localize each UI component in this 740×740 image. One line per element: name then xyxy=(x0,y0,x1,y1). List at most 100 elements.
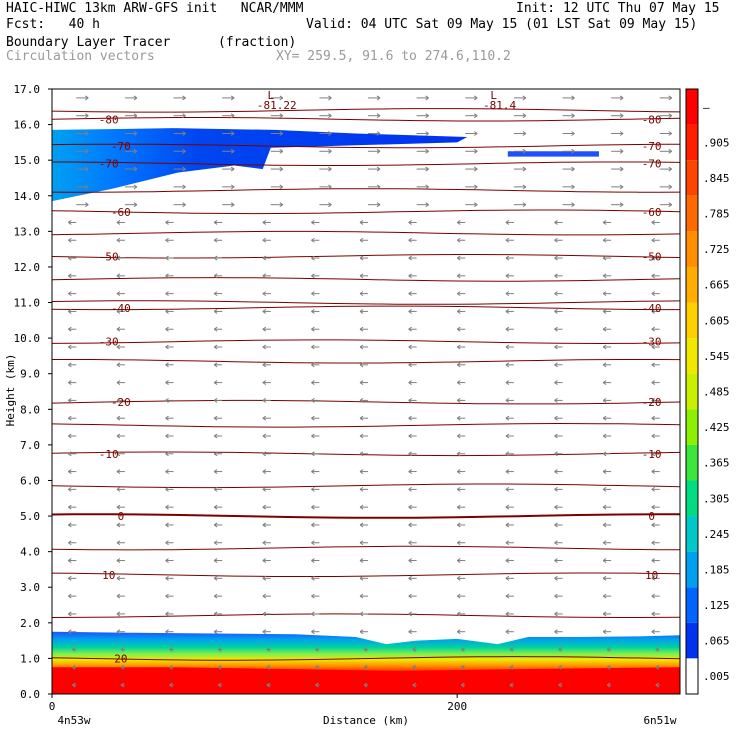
circulation-vector-head xyxy=(456,309,461,314)
circulation-vector-head xyxy=(182,95,186,101)
circulation-vector-head xyxy=(456,558,461,563)
contour-label: -70 xyxy=(642,140,662,153)
colorbar-label: – xyxy=(703,101,710,114)
circulation-vector-head xyxy=(376,184,381,190)
circulation-vector-head xyxy=(473,95,478,101)
circulation-vector-head xyxy=(165,558,169,563)
circulation-vector-head xyxy=(505,380,510,386)
circulation-vector-head xyxy=(116,255,121,261)
upper-tracer-strip-fill xyxy=(507,151,599,157)
circulation-vector-head xyxy=(359,415,364,421)
circulation-vector-head xyxy=(68,273,72,279)
circulation-vector-head xyxy=(505,220,510,225)
temperature-contour xyxy=(52,209,680,215)
circulation-vector-head xyxy=(651,291,656,297)
circulation-vector-head xyxy=(213,344,218,350)
circulation-vector-head xyxy=(554,522,558,528)
contour-label: -60 xyxy=(642,206,662,219)
circulation-vector-head xyxy=(668,202,673,208)
colorbar-segment xyxy=(686,302,698,339)
circulation-vector-head xyxy=(311,397,315,403)
circulation-vector-head xyxy=(651,540,656,546)
circulation-vector-head xyxy=(68,309,72,314)
circulation-vector-head xyxy=(425,184,429,190)
colorbar-segment xyxy=(686,338,698,374)
circulation-vector-head xyxy=(262,558,267,563)
circulation-vector-head xyxy=(262,362,267,368)
circulation-vector-head xyxy=(116,451,121,457)
circulation-vector-head xyxy=(602,575,607,581)
y-tick-label: 16.0 xyxy=(14,119,41,132)
circulation-vector-head xyxy=(571,95,575,101)
circulation-vector-head xyxy=(165,575,169,581)
contour-label: -30 xyxy=(99,336,119,349)
circulation-vector-head xyxy=(359,451,364,457)
circulation-vector-head xyxy=(68,326,72,332)
colorbar-label: .065 xyxy=(703,635,730,648)
y-tick-label: 2.0 xyxy=(20,617,40,630)
low-marker: L xyxy=(267,89,274,102)
circulation-vector-head xyxy=(213,611,218,617)
circulation-vector-head xyxy=(116,237,121,243)
circulation-vector-head xyxy=(68,469,72,474)
circulation-vector-head xyxy=(262,380,267,386)
circulation-vector-head xyxy=(165,433,169,439)
colorbar-label: .785 xyxy=(703,208,730,221)
colorbar-label: .425 xyxy=(703,421,730,434)
circulation-vector-head xyxy=(213,593,218,599)
circulation-vector-head xyxy=(182,148,186,154)
circulation-vector-head xyxy=(554,611,558,617)
colorbar-segment xyxy=(686,587,698,623)
circulation-vector-head xyxy=(651,486,656,492)
circulation-vector-head xyxy=(408,291,412,297)
circulation-vector-head xyxy=(359,397,364,403)
circulation-vector-head xyxy=(68,522,72,528)
circulation-vector-head xyxy=(408,326,412,332)
colorbar-segment xyxy=(686,551,698,588)
circulation-vector-head xyxy=(359,522,364,528)
circulation-vector-head xyxy=(213,486,218,492)
colorbar-label: .005 xyxy=(703,670,730,683)
circulation-vector-head xyxy=(230,166,235,172)
circulation-vector-head xyxy=(165,380,169,386)
circulation-vector-head xyxy=(602,433,607,439)
circulation-vector-head xyxy=(602,522,607,528)
y-tick-label: 14.0 xyxy=(14,190,41,203)
contour-label: -50 xyxy=(642,250,662,263)
circulation-vector-head xyxy=(262,522,267,528)
contour-label: -30 xyxy=(642,336,662,349)
circulation-vector-head xyxy=(408,504,412,510)
circulation-vector-head xyxy=(668,166,673,172)
circulation-vector-head xyxy=(619,202,624,208)
colorbar-segment xyxy=(686,195,698,232)
circulation-vector-head xyxy=(311,326,315,332)
circulation-vector-head xyxy=(116,291,121,297)
circulation-vector-head xyxy=(651,433,656,439)
circulation-vector-head xyxy=(328,131,332,136)
circulation-vector-head xyxy=(509,647,514,652)
circulation-vector-head xyxy=(554,255,558,261)
circulation-vector-head xyxy=(408,415,412,421)
y-tick-label: 11.0 xyxy=(14,297,41,310)
y-tick-label: 5.0 xyxy=(20,510,40,523)
colorbar-segment xyxy=(686,480,698,517)
colorbar-label: .545 xyxy=(703,350,730,363)
contour-label: -60 xyxy=(111,206,131,219)
x-end-label: 6n51w xyxy=(643,714,676,727)
circulation-vector-head xyxy=(68,255,72,261)
circulation-vector-head xyxy=(85,148,89,154)
circulation-vector-head xyxy=(425,166,429,172)
circulation-vector-head xyxy=(522,131,527,136)
circulation-vector-head xyxy=(85,131,89,136)
circulation-vector-head xyxy=(651,309,656,314)
circulation-vector-head xyxy=(266,664,271,670)
circulation-vector-head xyxy=(165,397,169,403)
colorbar-segment xyxy=(686,124,698,161)
circulation-vector-head xyxy=(554,486,558,492)
circulation-vector-head xyxy=(68,415,72,421)
circulation-vector-head xyxy=(408,451,412,457)
circulation-vector-head xyxy=(165,326,169,332)
circulation-vector-head xyxy=(554,237,558,243)
circulation-vector-head xyxy=(315,647,319,652)
circulation-vector-head xyxy=(116,522,121,528)
